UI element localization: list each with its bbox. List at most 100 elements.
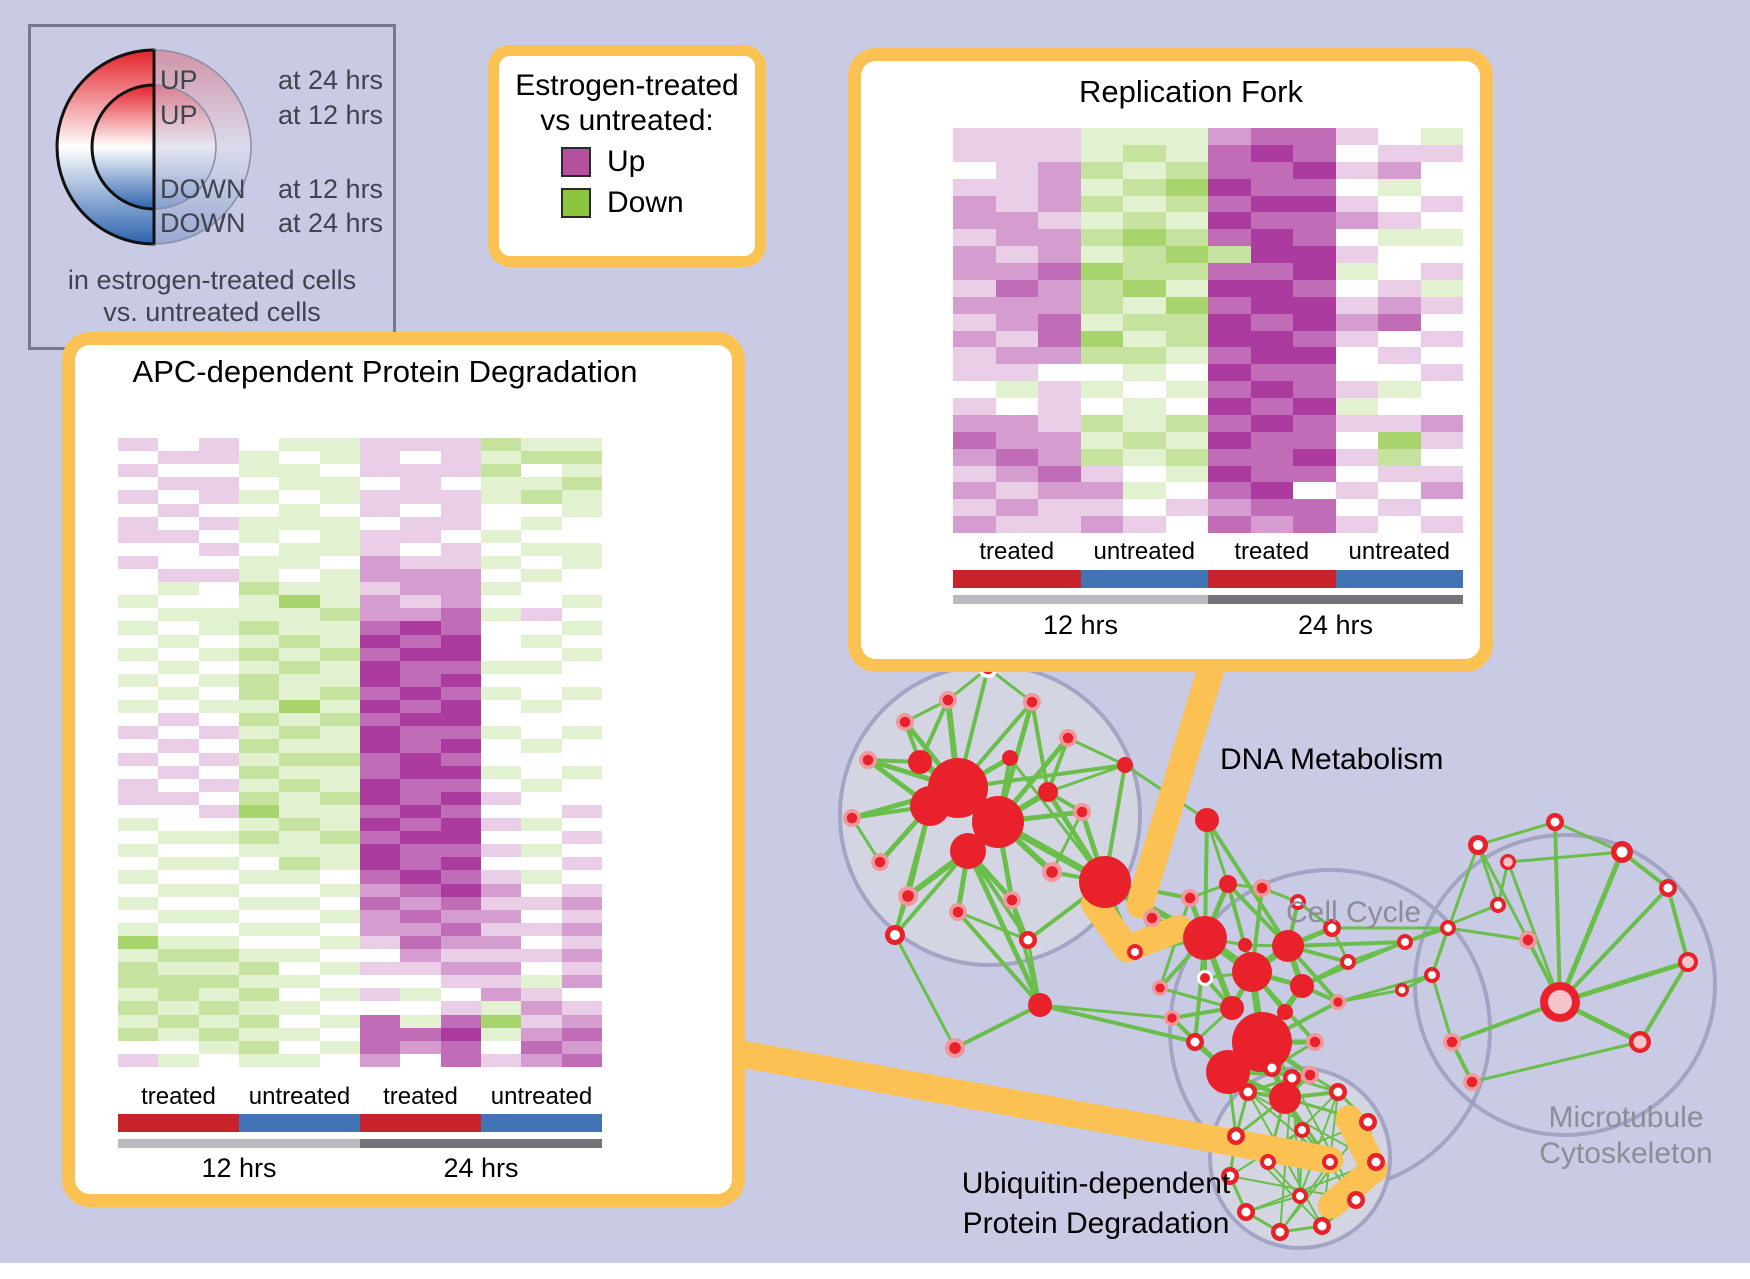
heatmap-cell [400,765,441,779]
heatmap-cell [319,582,360,596]
heatmap-cell [1123,279,1166,297]
network-node [1522,934,1534,946]
heatmap-cell [521,451,562,465]
heatmap-cell [1378,128,1421,145]
heatmap-cell [561,595,602,609]
heatmap-cell [1080,263,1123,280]
heatmap-cell [440,503,481,517]
heatmap-cell [561,542,602,556]
heatmap-cell [319,529,360,543]
network-node [890,930,900,940]
heatmap-cell [198,647,239,661]
heatmap-cell [118,673,159,687]
heatmap-cell [198,804,239,819]
heatmap-cell [400,962,441,976]
heatmap-cell [1165,364,1208,382]
heatmap-cell [1250,499,1293,517]
heatmap-cell [1208,229,1251,247]
network-node [1304,1069,1316,1081]
network-node [1351,1195,1361,1205]
network-edge [893,933,957,1050]
heatmap-cell [561,555,602,570]
heatmap-cell [1123,398,1166,415]
heatmap-cell [561,778,602,792]
heatmap-cell [1335,465,1378,483]
network-node [1167,1013,1177,1023]
heatmap-cell [319,909,360,923]
heatmap-cell [1335,347,1378,365]
heatmap-cell [440,922,481,936]
heatmap-cell [1165,229,1208,247]
down-label: Down [607,186,684,219]
network-node [1548,990,1572,1014]
heatmap-cell [198,726,239,740]
heatmap-cell [359,1001,401,1015]
time-label: 24 hrs [1297,610,1374,640]
time-bar-segment [1208,595,1463,604]
ring-time-up24: at 24 hrs [278,65,384,95]
heatmap-cell [1038,482,1081,500]
heatmap-cell [118,438,159,452]
heatmap-cell [1420,398,1463,415]
heatmap-cell [118,451,159,465]
heatmap-cell [561,739,602,753]
heatmap-cell [1378,313,1421,331]
heatmap-cell [995,178,1038,196]
heatmap-cell [1123,482,1166,500]
heatmap-cell [319,883,360,897]
heatmap-cell [1165,499,1208,517]
heatmap-cell [359,673,401,687]
network-node [1026,696,1038,708]
heatmap-cell [1208,263,1251,280]
heatmap-cell [561,660,602,674]
heatmap-cell [319,870,360,884]
heatmap-cell [1123,499,1166,517]
network-edge [956,910,1030,942]
heatmap-cell [440,791,481,805]
heatmap-cell [1293,499,1336,517]
heatmap-cell [1378,144,1421,162]
heatmap-cell [359,555,401,570]
heatmap-cell [238,818,280,832]
heatmap-cell [198,896,239,910]
heatmap-cell [158,647,199,661]
condition-bar-segment [1080,570,1208,588]
heatmap-cell [158,765,199,779]
heatmap-cell [158,477,199,491]
heatmap-cell [279,503,320,517]
heatmap-cell [359,975,401,989]
network-node [874,856,886,868]
heatmap-cell [521,464,562,478]
heatmap-cell [238,621,280,635]
heatmap-cell [238,490,280,504]
apc-panel-title: APC-dependent Protein Degradation [132,354,638,389]
heatmap-cell [198,686,239,701]
heatmap-cell [198,634,239,648]
heatmap-cell [198,883,239,897]
heatmap-cell [118,844,159,858]
network-node [1333,997,1343,1007]
heatmap-cell [480,451,522,465]
network-node [1616,846,1628,858]
ring-time-down24: at 24 hrs [278,208,384,238]
heatmap-cell [238,844,280,858]
heatmap-cell [521,726,562,740]
heatmap-cell [561,503,602,517]
heatmap-cell [279,569,320,583]
heatmap-cell [319,1014,360,1028]
network-node [908,750,932,774]
heatmap-cell [480,686,522,701]
heatmap-cell [279,686,320,701]
heatmap-cell [1208,482,1251,500]
heatmap-cell [1208,195,1251,213]
heatmap-cell [1378,516,1421,533]
heatmap-cell [561,1040,602,1054]
network-edge [1336,973,1434,1004]
heatmap-cell [118,726,159,740]
heatmap-cell [521,438,562,452]
ring-caption-line1: in estrogen-treated cells [67,265,357,295]
heatmap-cell [279,778,320,792]
heatmap-cell [279,988,320,1002]
heatmap-cell [1080,414,1123,432]
heatmap-cell [118,542,159,556]
